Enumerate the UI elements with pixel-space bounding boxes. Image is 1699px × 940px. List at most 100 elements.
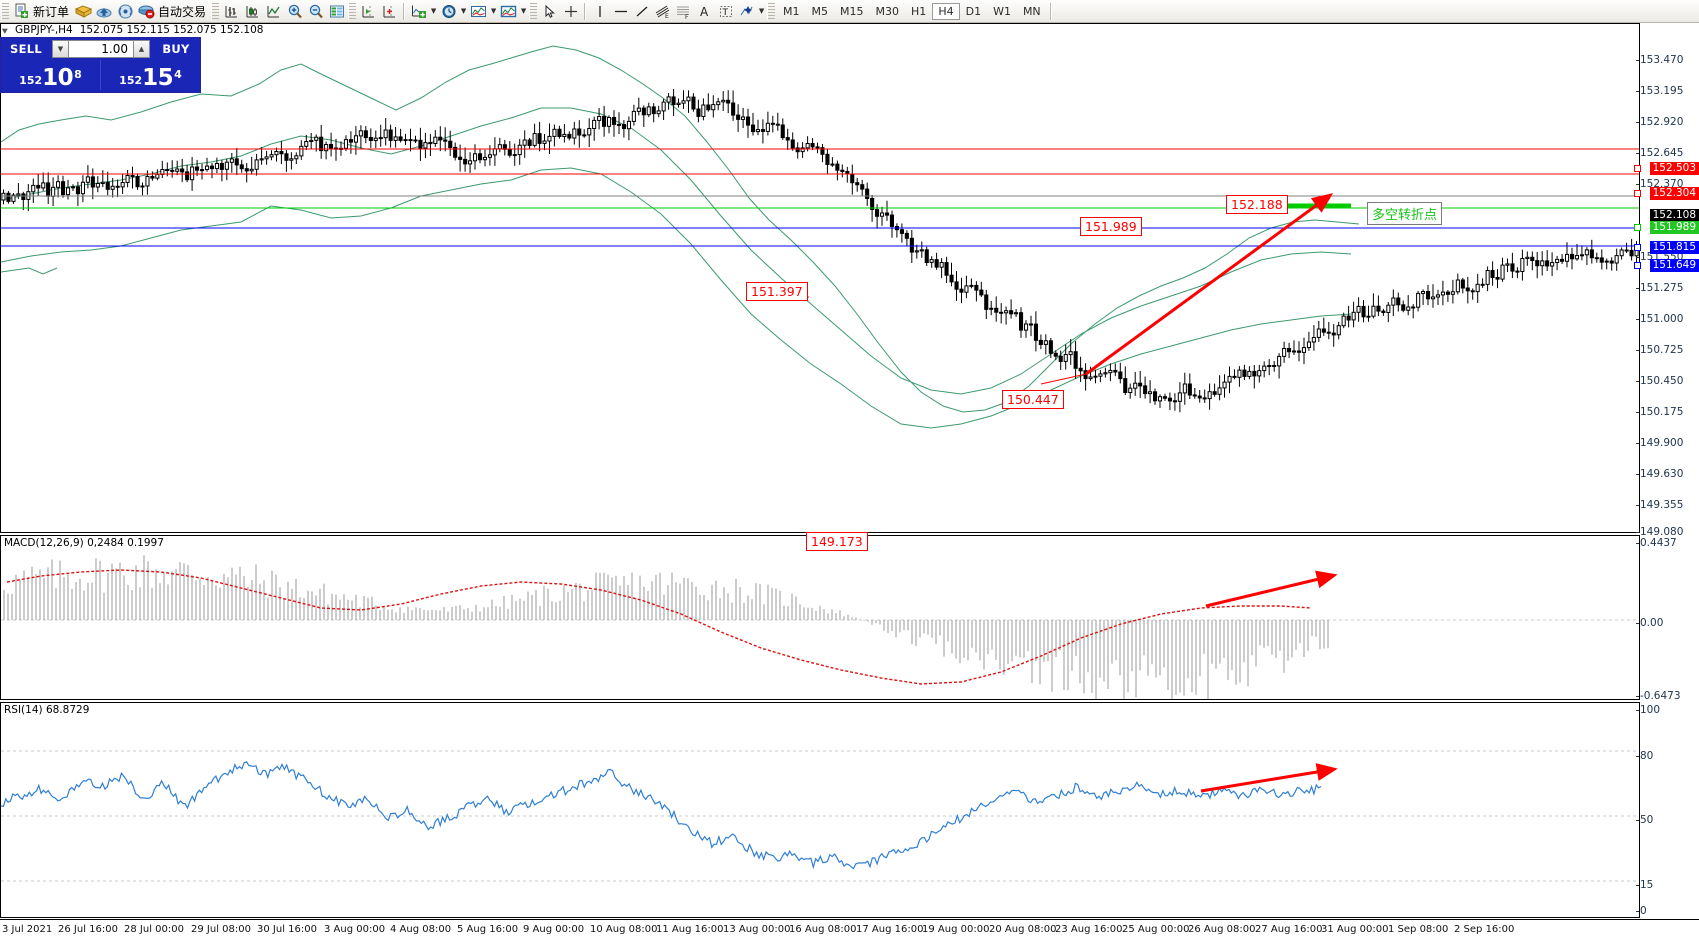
axis-tick: 150.175 bbox=[1636, 406, 1683, 418]
line-handle[interactable] bbox=[1634, 165, 1641, 172]
axis-tick: 150.450 bbox=[1636, 375, 1683, 387]
axis-tick: 153.195 bbox=[1636, 85, 1683, 97]
macd-pane[interactable]: MACD(12,26,9) 0,2484 0.1997 bbox=[0, 535, 1640, 700]
indicators-icon[interactable] bbox=[408, 1, 429, 21]
equidistant-channel-icon[interactable]: E bbox=[652, 1, 673, 21]
status-badge-resistance-1: 152.503 bbox=[1649, 162, 1699, 175]
autotrading-label[interactable]: 自动交易 bbox=[158, 4, 207, 19]
buy-price[interactable]: 152 15 4 bbox=[101, 60, 200, 90]
macd-uptrend-arrow bbox=[1205, 570, 1338, 608]
line-handle[interactable] bbox=[1634, 244, 1641, 251]
price-callout-149173[interactable]: 149.173 bbox=[806, 532, 868, 551]
toolbar-separator-3 bbox=[1049, 2, 1052, 20]
horizontal-line-icon[interactable] bbox=[610, 1, 631, 21]
price-plot bbox=[1, 45, 1639, 429]
status-badge-pivot: 151.989 bbox=[1649, 221, 1699, 234]
crosshair-icon[interactable] bbox=[560, 1, 581, 21]
candlestick-chart-icon[interactable] bbox=[242, 1, 263, 21]
toolbar-grip-2[interactable] bbox=[211, 2, 220, 20]
tab-timeframe-w1[interactable]: W1 bbox=[993, 4, 1011, 18]
autoscroll-icon[interactable] bbox=[379, 1, 400, 21]
shapes-dropdown-arrow[interactable]: ▼ bbox=[758, 7, 765, 15]
price-axis[interactable]: 153.470 153.195 152.920 152.645 152.370 … bbox=[1636, 23, 1699, 918]
shift-end-icon[interactable] bbox=[358, 1, 379, 21]
volume-stepper[interactable]: ▼ 1.00 ▲ bbox=[52, 40, 150, 58]
price-callout-151397[interactable]: 151.397 bbox=[746, 282, 808, 301]
period-icon[interactable] bbox=[438, 1, 459, 21]
toolbar-grip-4[interactable] bbox=[529, 2, 538, 20]
price-callout-150447[interactable]: 150.447 bbox=[1002, 390, 1064, 409]
templates-alt-dropdown-arrow[interactable]: ▼ bbox=[520, 7, 527, 15]
text-label-icon[interactable]: T bbox=[715, 1, 736, 21]
new-order-label[interactable]: 新订单 bbox=[33, 4, 70, 19]
time-tick: 16 Aug 08:00 bbox=[789, 924, 857, 935]
tab-timeframe-m15[interactable]: M15 bbox=[840, 4, 864, 18]
one-click-trading-panel[interactable]: SELL ▼ 1.00 ▲ BUY 152 10 8 152 15 4 bbox=[0, 37, 201, 93]
macd-indicator-label: MACD(12,26,9) 0,2484 0.1997 bbox=[4, 537, 164, 549]
indicators-dropdown-arrow[interactable]: ▼ bbox=[430, 7, 437, 15]
toolbar-grip[interactable] bbox=[1, 2, 9, 20]
templates-alt-icon[interactable] bbox=[498, 1, 519, 21]
period-dropdown-arrow[interactable]: ▼ bbox=[460, 7, 467, 15]
tab-timeframe-d1[interactable]: D1 bbox=[965, 4, 982, 18]
line-handle[interactable] bbox=[1634, 190, 1641, 197]
chart-marker-icon bbox=[1, 25, 10, 34]
zoom-in-icon[interactable] bbox=[284, 1, 305, 21]
octp-price-row: 152 10 8 152 15 4 bbox=[1, 60, 200, 90]
rsi-uptrend-arrow bbox=[1200, 763, 1338, 793]
turning-point-note[interactable]: 多空转折点 bbox=[1367, 202, 1443, 225]
text-icon[interactable]: A bbox=[694, 1, 715, 21]
price-callout-151989[interactable]: 151.989 bbox=[1080, 217, 1142, 236]
vertical-line-icon[interactable] bbox=[589, 1, 610, 21]
tab-timeframe-h4[interactable]: H4 bbox=[932, 2, 960, 20]
time-axis[interactable]: 3 Jul 2021 26 Jul 16:00 28 Jul 00:00 29 … bbox=[0, 919, 1699, 940]
bar-chart-icon[interactable] bbox=[221, 1, 242, 21]
tab-timeframe-m30[interactable]: M30 bbox=[875, 4, 900, 18]
zoom-out-icon[interactable] bbox=[305, 1, 326, 21]
buy-button[interactable]: BUY bbox=[162, 42, 190, 56]
price-pane[interactable]: 152.188 151.989 151.397 150.447 149.173 … bbox=[0, 23, 1640, 551]
axis-tick: 152.645 bbox=[1636, 147, 1683, 159]
time-tick: 3 Aug 00:00 bbox=[324, 924, 386, 935]
toolbar-grip-5[interactable] bbox=[767, 2, 776, 20]
volume-decrease-icon[interactable]: ▼ bbox=[52, 40, 69, 58]
svg-text:T: T bbox=[721, 8, 728, 18]
new-order-icon[interactable] bbox=[11, 1, 32, 21]
svg-text:A: A bbox=[700, 5, 709, 19]
autotrading-icon[interactable] bbox=[136, 1, 157, 21]
templates-icon[interactable] bbox=[468, 1, 489, 21]
line-chart-icon[interactable] bbox=[263, 1, 284, 21]
templates-dropdown-arrow[interactable]: ▼ bbox=[490, 7, 497, 15]
line-handle[interactable] bbox=[1634, 224, 1641, 231]
time-tick: 3 Jul 2021 bbox=[2, 924, 53, 935]
toolbar-grip-3[interactable] bbox=[348, 2, 357, 20]
tab-timeframe-m1[interactable]: M1 bbox=[783, 4, 800, 18]
price-callout-152188[interactable]: 152.188 bbox=[1226, 195, 1288, 214]
sell-price[interactable]: 152 10 8 bbox=[1, 60, 101, 90]
tab-timeframe-m5[interactable]: M5 bbox=[811, 4, 829, 18]
trendline-icon[interactable] bbox=[631, 1, 652, 21]
fibonacci-icon[interactable]: F bbox=[673, 1, 694, 21]
time-tick: 1 Sep 08:00 bbox=[1388, 924, 1449, 935]
tab-timeframe-h1[interactable]: H1 bbox=[911, 4, 927, 18]
axis-tick: 149.900 bbox=[1636, 437, 1683, 449]
line-handle[interactable] bbox=[1634, 262, 1641, 269]
buy-price-main: 15 bbox=[142, 65, 174, 91]
time-tick: 10 Aug 08:00 bbox=[590, 924, 658, 935]
rsi-pane[interactable]: RSI(14) 68.8729 bbox=[0, 702, 1640, 918]
cloud-icon[interactable] bbox=[94, 1, 115, 21]
chart-area[interactable]: 152.188 151.989 151.397 150.447 149.173 … bbox=[0, 23, 1699, 940]
cursor-icon[interactable] bbox=[539, 1, 560, 21]
data-window-icon[interactable] bbox=[326, 1, 347, 21]
time-tick: 26 Aug 08:00 bbox=[1188, 924, 1256, 935]
axis-tick: 100 bbox=[1636, 704, 1660, 716]
sell-button[interactable]: SELL bbox=[10, 42, 42, 56]
signals-icon[interactable] bbox=[115, 1, 136, 21]
profiles-icon[interactable] bbox=[73, 1, 94, 21]
tab-timeframe-mn[interactable]: MN bbox=[1022, 4, 1041, 18]
shapes-icon[interactable] bbox=[736, 1, 757, 21]
volume-input[interactable]: 1.00 bbox=[69, 40, 133, 58]
volume-increase-icon[interactable]: ▲ bbox=[133, 40, 150, 58]
time-tick: 13 Aug 00:00 bbox=[723, 924, 791, 935]
toolbar-separator-1 bbox=[403, 2, 406, 20]
